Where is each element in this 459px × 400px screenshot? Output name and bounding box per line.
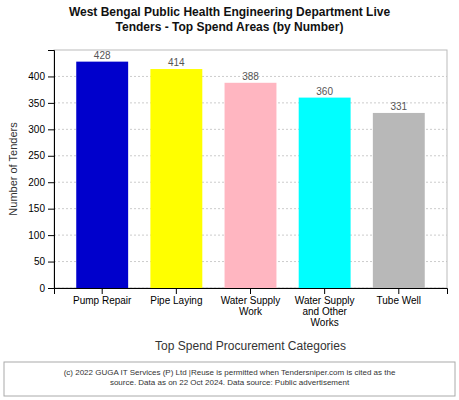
text-line: Work	[239, 306, 263, 317]
tick-mark	[48, 156, 54, 157]
tick-label: 50	[34, 256, 46, 267]
tick: Tube Well	[377, 288, 421, 306]
y-axis-title: Number of Tenders	[7, 122, 19, 216]
plot: 428 414 388 360 331 0 50 100 150 200 250 300 350 400 P…	[28, 50, 447, 328]
tick-mark	[324, 288, 325, 294]
tick: 250	[28, 150, 54, 161]
tick-mark	[48, 288, 54, 289]
tick: Pump Repair	[73, 288, 132, 306]
text-line: (c) 2022 GUGA IT Services (P) Ltd |Reuse…	[64, 368, 396, 377]
tick-label: Pump Repair	[73, 295, 132, 306]
text-line: West Bengal Public Health Engineering De…	[69, 5, 391, 19]
tick-label: 150	[28, 203, 45, 214]
bars	[76, 62, 425, 288]
axis-line	[48, 51, 55, 289]
tick-label: 250	[28, 150, 45, 161]
tick-label: 350	[28, 98, 45, 109]
tick: 200	[28, 177, 54, 188]
tick-mark	[398, 288, 399, 294]
data-labels: 428 414 388 360 331	[94, 50, 408, 112]
text-line: Pump Repair	[73, 295, 132, 306]
tick: Water SupplyWork	[221, 288, 281, 317]
x-axis-title: Top Spend Procurement Categories	[155, 339, 346, 353]
bar	[76, 62, 128, 288]
tick-mark	[102, 288, 103, 294]
tick: 300	[28, 124, 54, 135]
tick-mark	[176, 288, 177, 294]
bar	[373, 113, 425, 288]
tick-mark	[48, 76, 54, 77]
tick-mark	[48, 103, 54, 104]
text-line: Works	[311, 317, 339, 328]
axis-line	[55, 289, 448, 295]
text-line: source. Data as on 22 Oct 2024. Data sou…	[110, 378, 350, 387]
tick-label: 300	[28, 124, 45, 135]
text-line: and Other	[302, 306, 347, 317]
title: West Bengal Public Health Engineering De…	[69, 5, 391, 34]
text-line: Water Supply	[295, 295, 355, 306]
x-axis: Pump RepairPipe LayingWater SupplyWorkWa…	[55, 288, 448, 328]
tick-mark	[250, 288, 251, 294]
bar	[225, 83, 277, 288]
data-label: 414	[168, 57, 185, 68]
text-line: Water Supply	[221, 295, 281, 306]
tick-label: Pipe Laying	[150, 295, 202, 306]
tick: Pipe Laying	[150, 288, 202, 306]
data-label: 331	[390, 101, 407, 112]
footnote-box	[4, 362, 455, 396]
tick: 100	[28, 230, 54, 241]
text-line: Tube Well	[377, 295, 421, 306]
tick-mark	[48, 182, 54, 183]
tick-mark	[48, 262, 54, 263]
data-label: 428	[94, 50, 111, 61]
tick-label: Water Supplyand OtherWorks	[295, 295, 355, 328]
tick: Water Supplyand OtherWorks	[295, 288, 355, 328]
tick-label: Tube Well	[377, 295, 421, 306]
chart: West Bengal Public Health Engineering De…	[0, 0, 459, 400]
text-line: Pipe Laying	[150, 295, 202, 306]
tick-label: 400	[28, 71, 45, 82]
tick: 0	[39, 283, 54, 294]
tick-label: 0	[39, 283, 45, 294]
tick-mark	[48, 235, 54, 236]
bar	[299, 98, 351, 288]
tick: 350	[28, 98, 54, 109]
bar	[150, 69, 202, 288]
tick-label: Water SupplyWork	[221, 295, 281, 317]
data-label: 388	[242, 71, 259, 82]
tick: 50	[34, 256, 54, 267]
tick-mark	[48, 129, 54, 130]
text-line: Tenders - Top Spend Areas (by Number)	[116, 20, 344, 34]
tick-label: 200	[28, 177, 45, 188]
y-axis: 0 50 100 150 200 250 300 350 400	[28, 51, 54, 294]
tick-mark	[48, 209, 54, 210]
plot-frame	[54, 50, 447, 288]
footnote: (c) 2022 GUGA IT Services (P) Ltd |Reuse…	[64, 368, 396, 387]
tick: 150	[28, 203, 54, 214]
tick-label: 100	[28, 230, 45, 241]
data-label: 360	[316, 86, 333, 97]
tick: 400	[28, 71, 54, 82]
